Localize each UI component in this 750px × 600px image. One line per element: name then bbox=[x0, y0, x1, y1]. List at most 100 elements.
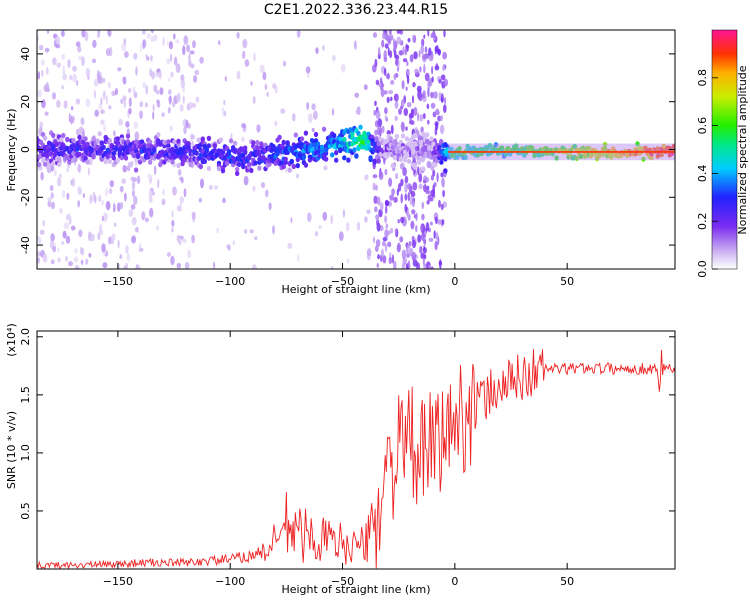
noise-blob bbox=[38, 44, 44, 51]
ridge-blob bbox=[255, 145, 260, 151]
noise-blob bbox=[402, 46, 405, 56]
ridge-blob bbox=[352, 147, 357, 153]
y-tick-label: 1.5 bbox=[19, 386, 32, 404]
noise-blob bbox=[198, 197, 203, 203]
ridge-blob bbox=[81, 140, 86, 146]
noise-blob bbox=[145, 85, 149, 95]
noise-blob bbox=[213, 185, 218, 190]
noise-blob bbox=[41, 99, 46, 109]
noise-blob bbox=[375, 79, 380, 86]
ridge-blob bbox=[277, 134, 282, 140]
noise-blob bbox=[404, 48, 407, 56]
ridge-blob bbox=[51, 161, 56, 167]
noise-blob bbox=[98, 194, 102, 203]
noise-blob bbox=[426, 160, 432, 169]
ridge-blob bbox=[42, 135, 48, 141]
noise-blob bbox=[157, 178, 160, 189]
noise-blob bbox=[152, 111, 155, 120]
ridge-blob bbox=[247, 161, 252, 167]
ridge-blob bbox=[235, 166, 240, 172]
noise-blob bbox=[374, 129, 378, 136]
ridge-blob bbox=[342, 136, 347, 142]
spectrogram-x-ticks: −150 −100 −50 0 50 bbox=[103, 263, 574, 288]
ridge-blob bbox=[99, 140, 104, 146]
noise-blob bbox=[436, 172, 439, 183]
noise-blob bbox=[407, 38, 411, 43]
noise-blob bbox=[435, 122, 439, 131]
noise-blob bbox=[242, 38, 248, 49]
noise-blob bbox=[413, 51, 418, 60]
noise-blob bbox=[154, 72, 160, 78]
noise-blob bbox=[171, 220, 175, 227]
noise-blob bbox=[52, 92, 56, 100]
noise-blob bbox=[323, 165, 328, 171]
noise-blob bbox=[389, 34, 394, 41]
noise-blob bbox=[81, 30, 86, 38]
noise-blob bbox=[306, 102, 310, 110]
noise-blob bbox=[92, 192, 96, 202]
noise-blob bbox=[366, 248, 372, 257]
noise-blob bbox=[430, 174, 434, 181]
noise-blob bbox=[274, 120, 278, 127]
ridge-blob bbox=[146, 154, 151, 160]
noise-blob bbox=[102, 77, 106, 83]
noise-blob bbox=[59, 207, 63, 214]
noise-blob bbox=[372, 64, 377, 73]
noise-blob bbox=[121, 43, 127, 52]
ridge-blob bbox=[313, 131, 319, 138]
noise-blob bbox=[101, 243, 106, 253]
noise-blob bbox=[151, 30, 154, 34]
noise-blob bbox=[379, 202, 384, 211]
noise-blob bbox=[153, 84, 158, 93]
ridge-blob bbox=[418, 139, 424, 145]
noise-blob bbox=[331, 108, 335, 116]
noise-blob bbox=[374, 120, 379, 128]
noise-blob bbox=[264, 189, 269, 198]
noise-blob bbox=[68, 113, 71, 123]
noise-blob bbox=[375, 110, 381, 120]
noise-blob bbox=[435, 63, 439, 70]
noise-blob bbox=[106, 95, 108, 105]
noise-blob bbox=[111, 233, 116, 242]
noise-blob bbox=[168, 89, 172, 95]
noise-blob bbox=[432, 32, 436, 39]
noise-blob bbox=[378, 46, 381, 57]
noise-blob bbox=[78, 229, 83, 238]
x-tick-label: −50 bbox=[331, 275, 354, 288]
noise-blob bbox=[37, 257, 41, 264]
ridge-blob bbox=[156, 132, 161, 138]
ridge-blob bbox=[57, 156, 62, 162]
noise-blob bbox=[222, 107, 225, 117]
noise-blob bbox=[168, 41, 173, 50]
noise-blob bbox=[340, 64, 346, 73]
noise-blob bbox=[443, 104, 447, 113]
noise-blob bbox=[376, 263, 379, 268]
noise-blob bbox=[305, 66, 311, 74]
noise-blob bbox=[396, 30, 401, 34]
ridge-blob bbox=[220, 168, 226, 174]
noise-blob bbox=[175, 39, 180, 44]
ridge-blob bbox=[267, 161, 272, 167]
noise-blob bbox=[183, 188, 187, 198]
noise-blob bbox=[314, 231, 319, 237]
ridge-blob bbox=[392, 155, 398, 161]
noise-blob bbox=[236, 70, 241, 80]
noise-blob bbox=[287, 242, 293, 249]
noise-blob bbox=[427, 119, 430, 125]
ridge-blob bbox=[404, 136, 410, 142]
noise-blob bbox=[402, 167, 407, 177]
noise-blob bbox=[345, 221, 350, 232]
noise-blob bbox=[386, 96, 390, 103]
noise-blob bbox=[70, 115, 75, 122]
noise-blob bbox=[387, 72, 390, 80]
noise-blob bbox=[430, 266, 434, 269]
x-tick-label: −150 bbox=[103, 275, 133, 288]
noise-blob bbox=[182, 95, 185, 104]
noise-blob bbox=[242, 50, 246, 60]
snr-marks bbox=[37, 349, 675, 569]
noise-blob bbox=[411, 95, 415, 104]
noise-blob bbox=[162, 37, 165, 47]
ridge-blob bbox=[400, 133, 406, 139]
noise-blob bbox=[444, 97, 447, 105]
noise-blob bbox=[108, 236, 112, 245]
